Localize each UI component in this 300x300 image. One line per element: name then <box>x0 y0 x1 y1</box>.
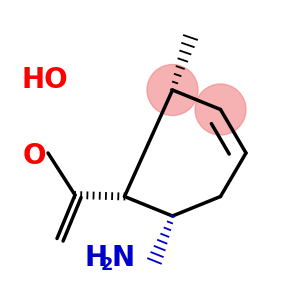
Text: H: H <box>84 244 107 272</box>
Circle shape <box>195 84 246 135</box>
Circle shape <box>147 64 198 116</box>
Text: N: N <box>111 244 134 272</box>
Text: HO: HO <box>21 65 68 94</box>
Text: 2: 2 <box>100 256 113 274</box>
Text: O: O <box>22 142 46 170</box>
